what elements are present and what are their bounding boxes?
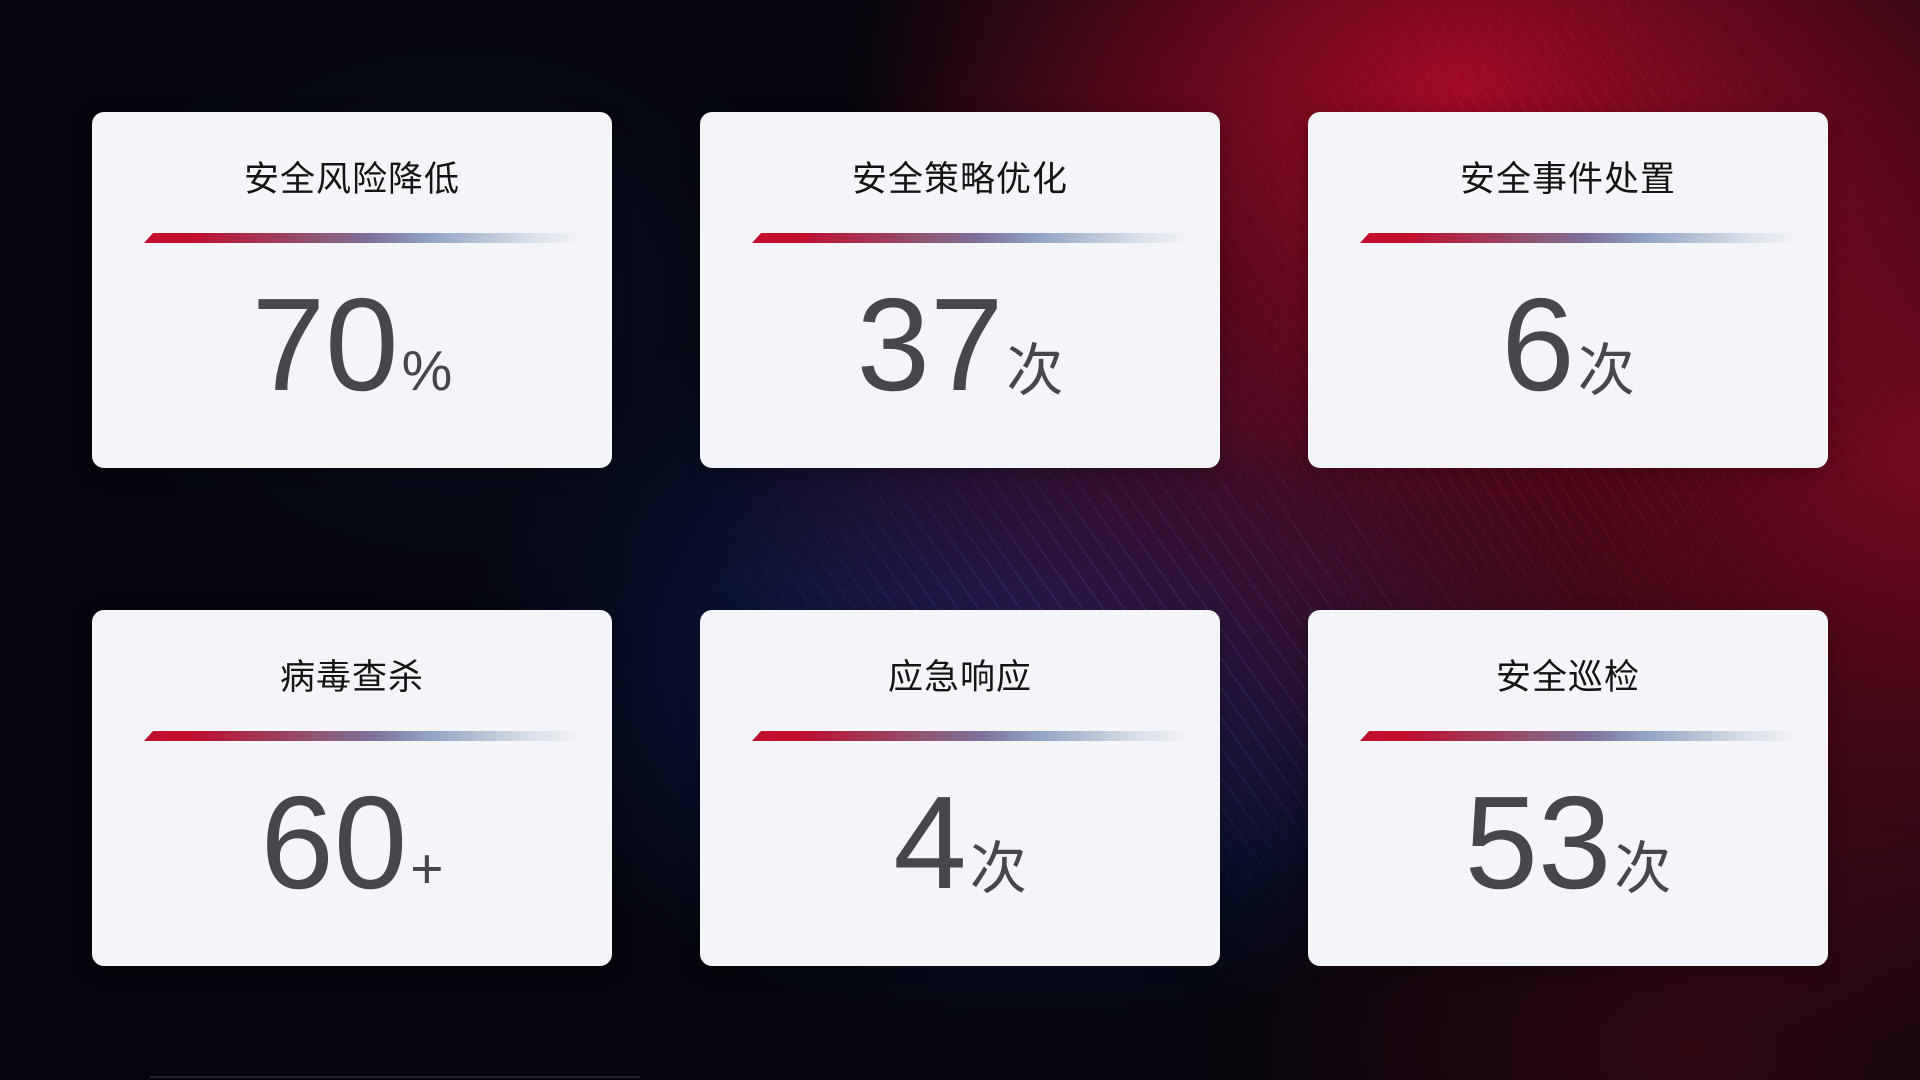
card-title: 安全风险降低 [243,160,460,199]
stat-value: 4 [893,769,967,916]
stat-value: 37 [856,271,1004,418]
stat-value: 6 [1501,271,1575,418]
stat-value-row: 70 % [92,279,612,411]
card-title: 应急响应 [887,658,1032,697]
gradient-divider [752,731,1206,741]
stat-value: 60 [260,769,408,916]
stat-unit: 次 [969,837,1027,901]
stat-card-virus-scan: 病毒查杀 60 + [92,610,612,966]
stat-unit: % [401,339,453,403]
stat-card-risk-reduction: 安全风险降低 70 % [92,112,612,468]
card-title: 安全事件处置 [1459,160,1676,199]
stat-value: 53 [1464,769,1612,916]
bottom-edge-line [150,1076,640,1078]
card-title: 安全策略优化 [851,160,1068,199]
card-title: 病毒查杀 [279,658,424,697]
stat-unit: 次 [1577,339,1635,403]
stat-value-row: 37 次 [700,279,1220,411]
gradient-divider [144,233,598,243]
stat-card-emergency-response: 应急响应 4 次 [700,610,1220,966]
stat-unit: + [410,837,444,901]
stat-value-row: 6 次 [1308,279,1828,411]
card-title: 安全巡检 [1495,658,1640,697]
stat-unit: 次 [1006,339,1064,403]
stat-card-policy-optimization: 安全策略优化 37 次 [700,112,1220,468]
gradient-divider [144,731,598,741]
stat-value-row: 60 + [92,777,612,909]
stat-unit: 次 [1614,837,1672,901]
gradient-divider [1360,731,1814,741]
gradient-divider [752,233,1206,243]
stat-card-incident-handling: 安全事件处置 6 次 [1308,112,1828,468]
stat-value: 70 [251,271,399,418]
stat-card-security-inspection: 安全巡检 53 次 [1308,610,1828,966]
stat-value-row: 53 次 [1308,777,1828,909]
stat-value-row: 4 次 [700,777,1220,909]
gradient-divider [1360,233,1814,243]
